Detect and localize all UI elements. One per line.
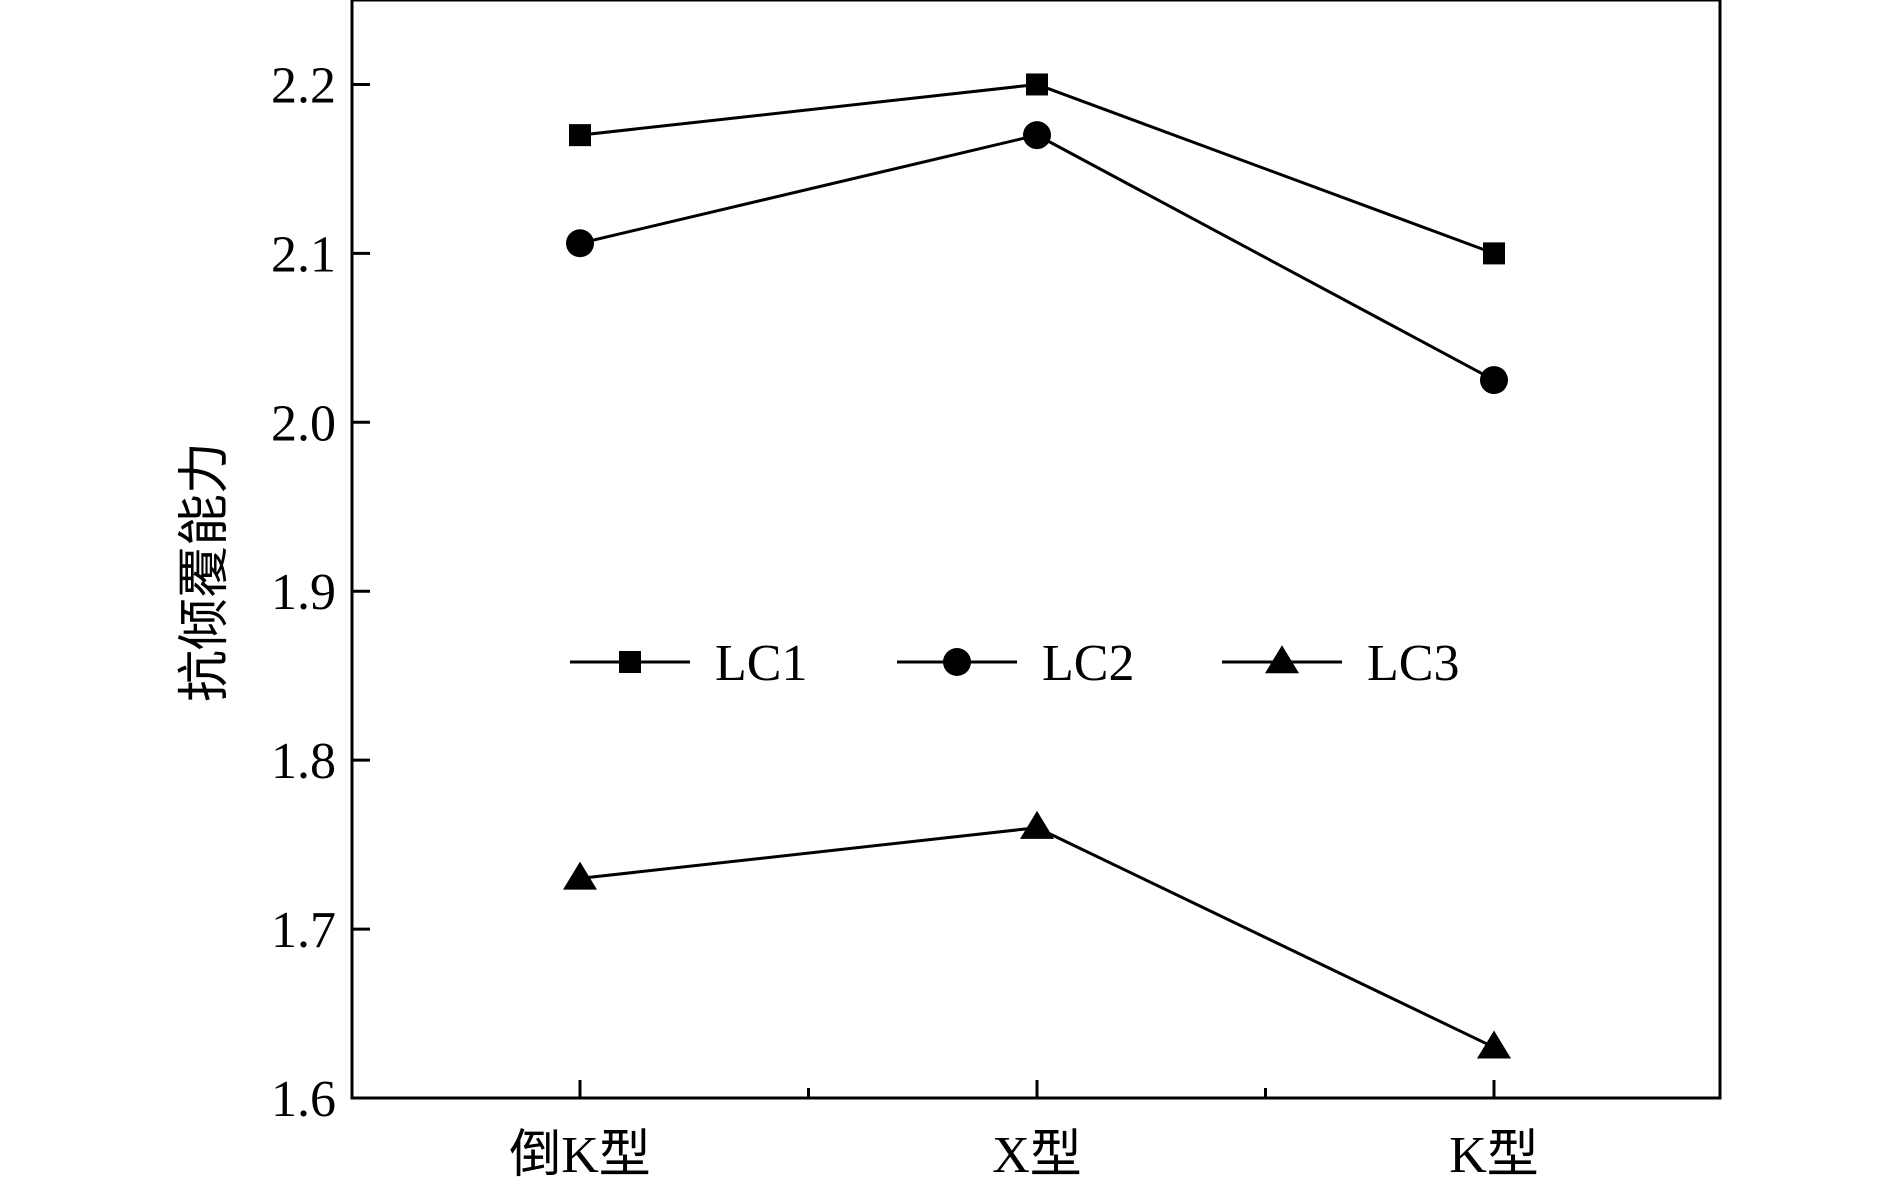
x-tick-label: X型 (992, 1127, 1082, 1184)
data-point (1483, 242, 1505, 265)
y-axis-title: 抗倾覆能力 (177, 442, 234, 702)
y-tick-label: 1.8 (271, 733, 336, 790)
data-point (566, 229, 594, 258)
legend: LC1 LC2 LC3 (570, 635, 1459, 692)
data-point (1023, 121, 1051, 150)
x-tick-label: 倒K型 (509, 1127, 651, 1184)
y-tick-label: 2.1 (271, 226, 336, 283)
legend-item-lc3: LC3 (1222, 635, 1459, 692)
y-tick-label: 2.0 (271, 395, 336, 452)
data-point (563, 861, 597, 890)
series-line (579, 82, 1495, 255)
legend-label: LC3 (1367, 635, 1459, 692)
series-lc1 (569, 73, 1505, 265)
legend-item-lc1: LC1 (570, 635, 807, 692)
legend-marker (619, 651, 641, 673)
legend-marker (1265, 645, 1299, 674)
data-point (1026, 73, 1048, 96)
y-tick-label: 1.7 (271, 902, 336, 959)
data-point (1020, 810, 1054, 839)
series-lc2 (566, 121, 1508, 395)
x-axis-ticks: 倒K型 X型 K型 (509, 1080, 1539, 1184)
series-line (579, 133, 1495, 382)
legend-item-lc2: LC2 (897, 635, 1134, 692)
legend-label: LC2 (1042, 635, 1134, 692)
series-line (579, 826, 1495, 1049)
data-point (1480, 366, 1508, 395)
plot-frame (350, 0, 1722, 1100)
data-point (569, 124, 591, 147)
series-lc3 (563, 810, 1511, 1059)
y-tick-label: 2.2 (271, 57, 336, 114)
series-layer (563, 73, 1511, 1059)
y-tick-label: 1.6 (271, 1071, 336, 1128)
y-axis-ticks: 1.6 1.7 1.8 1.9 2.0 2.1 2.2 (271, 57, 370, 1128)
y-tick-label: 1.9 (271, 564, 336, 621)
legend-marker (943, 648, 971, 676)
legend-label: LC1 (715, 635, 807, 692)
data-point (1477, 1030, 1511, 1059)
x-tick-label: K型 (1449, 1127, 1539, 1184)
